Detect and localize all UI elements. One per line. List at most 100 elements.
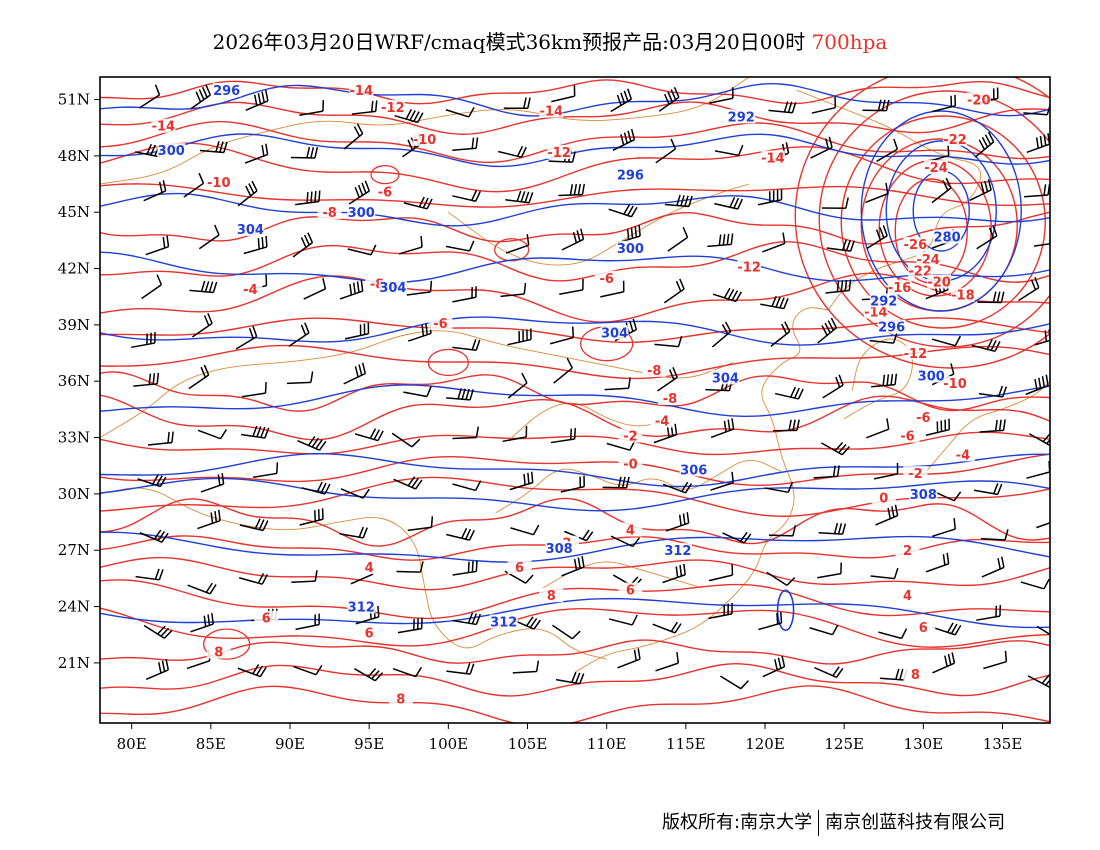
temperature-contour-label: -12: [547, 146, 571, 161]
wind-barb: [295, 613, 320, 631]
wind-barb: [339, 526, 368, 539]
wind-barb-feather: [571, 671, 577, 683]
temperature-label-bg: [966, 92, 991, 107]
wind-barb-feather: [951, 652, 956, 664]
wind-barb-feather: [676, 652, 680, 664]
wind-barb-feather: [377, 605, 380, 617]
footer-separator: [818, 810, 820, 836]
height-contour-label: 280: [934, 231, 961, 246]
wind-barb-feather: [688, 195, 693, 207]
wind-barb-feather: [633, 649, 637, 661]
temperature-contour-label: -14: [864, 306, 888, 321]
wind-barb-feather: [1049, 444, 1050, 446]
temperature-contour-label: -4: [243, 283, 257, 298]
wind-barb: [510, 524, 540, 536]
wind-barb: [969, 179, 992, 202]
wind-barb-feather: [362, 527, 368, 539]
wind-barb: [652, 621, 682, 634]
wind-barb-feather: [954, 624, 962, 636]
temperature-label-bg: [903, 466, 928, 481]
temperature-label-bg: [618, 456, 643, 471]
wind-barb-feather: [954, 335, 962, 347]
wind-barb-feather: [201, 86, 208, 98]
wind-barb-feather: [900, 628, 908, 639]
boundary-line: [574, 307, 829, 673]
wind-barb-staff: [350, 573, 374, 585]
wind-barb-feather: [316, 481, 323, 493]
wind-barb: [1036, 625, 1050, 636]
wind-barb-staff: [137, 478, 161, 488]
wind-barb-staff: [392, 667, 416, 678]
wind-barb-feather: [841, 445, 851, 456]
wind-barb-feather: [469, 389, 474, 401]
wind-barb-feather: [471, 190, 478, 201]
wind-barb: [932, 518, 956, 538]
wind-barb-feather: [626, 228, 630, 240]
temperature-label-bg: [943, 375, 967, 390]
wind-barb: [288, 322, 310, 347]
temperature-isoline: [100, 101, 1050, 135]
temperature-label-bg: [206, 175, 231, 190]
wind-barb: [183, 172, 205, 198]
temperature-closed-contour: [818, 90, 1050, 348]
wind-barb-feather: [468, 529, 475, 541]
wind-barb-staff: [445, 245, 470, 252]
wind-barb-staff: [1033, 243, 1050, 247]
wind-barb-feather: [205, 582, 213, 593]
temperature-isoline: [100, 607, 1050, 648]
geopotential-island: [776, 589, 795, 632]
wind-barb-feather: [890, 373, 894, 386]
wind-barb-staff: [452, 346, 477, 352]
wind-barb-feather: [895, 668, 900, 680]
wind-barb-feather: [219, 141, 224, 153]
wind-barb-feather: [217, 509, 221, 521]
wind-barb: [245, 89, 269, 111]
wind-barb-feather: [623, 90, 629, 102]
wind-barb-feather: [630, 227, 634, 239]
wind-barb-feather: [663, 93, 670, 105]
wind-barb-staff: [549, 336, 574, 345]
wind-barb-feather: [743, 533, 752, 544]
wind-barb-feather: [831, 624, 839, 636]
wind-barb-staff: [610, 535, 634, 548]
wind-barb-feather: [414, 479, 423, 490]
wind-barb-feather: [833, 522, 839, 534]
wind-barb-feather: [987, 179, 992, 191]
wind-barb-feather: [682, 513, 686, 525]
wind-barb-feather: [370, 244, 377, 256]
height-contour-label: 292: [870, 294, 897, 309]
wind-barb-feather: [260, 426, 266, 438]
wind-barb-feather: [521, 372, 528, 384]
wind-barb: [826, 239, 855, 252]
height-label-bg: [679, 462, 708, 477]
wind-barb-feather: [426, 386, 432, 397]
wind-barb-feather: [787, 101, 793, 113]
wind-barb-feather: [153, 529, 162, 540]
wind-barb: [709, 87, 734, 104]
wind-barb-staff: [869, 339, 894, 344]
wind-barb-feather: [367, 668, 377, 678]
wind-barb: [509, 471, 534, 491]
wind-barb: [446, 388, 474, 401]
wind-barb: [243, 235, 268, 255]
temperature-contour-label: -18: [951, 289, 975, 304]
wind-barb: [347, 244, 377, 256]
wind-barb-feather: [1043, 134, 1047, 146]
wind-barb: [757, 188, 783, 206]
longitude-axis: 80E 85E 90E 95E 100E 105E 110E 115E 120E 125E 130E…: [117, 723, 1022, 753]
wind-barb-staff: [452, 483, 476, 492]
wind-barb-feather: [774, 659, 778, 671]
wind-barb-feather: [475, 137, 479, 149]
wind-barb-feather: [152, 474, 159, 485]
wind-barb-feather: [894, 373, 898, 385]
wind-barb-feather: [893, 138, 899, 150]
wind-barb: [708, 564, 734, 582]
wind-barb-feather: [675, 280, 682, 292]
wind-barb: [292, 232, 314, 258]
wind-barb-staff: [403, 391, 428, 398]
boundary-line: [843, 338, 913, 420]
temperature-label-bg: [950, 287, 975, 302]
height-label-bg: [616, 240, 645, 255]
wind-barb-feather: [672, 366, 678, 378]
wind-barb: [878, 628, 908, 640]
